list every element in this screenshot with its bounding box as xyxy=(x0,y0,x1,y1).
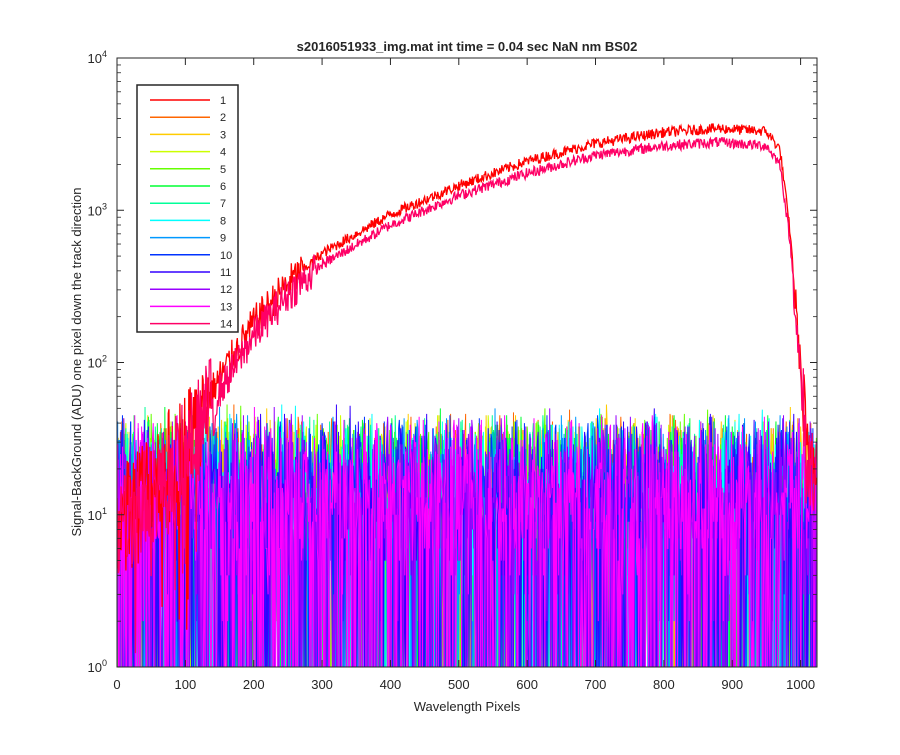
legend-label: 14 xyxy=(220,319,232,331)
y-tick-label-base: 10 xyxy=(88,203,102,218)
x-tick-label: 0 xyxy=(113,677,120,692)
y-tick-label: 104 xyxy=(88,49,107,66)
x-tick-label: 900 xyxy=(721,677,743,692)
legend-label: 8 xyxy=(220,215,226,227)
y-tick-label: 101 xyxy=(88,506,107,523)
y-tick-label: 102 xyxy=(88,354,107,371)
legend-label: 9 xyxy=(220,233,226,245)
legend-label: 2 xyxy=(220,112,226,124)
legend-label: 5 xyxy=(220,164,226,176)
x-tick-label: 100 xyxy=(175,677,197,692)
y-tick-label-base: 10 xyxy=(88,660,102,675)
legend-label: 10 xyxy=(220,250,232,262)
x-tick-label: 700 xyxy=(585,677,607,692)
legend-label: 11 xyxy=(220,267,231,279)
chart-title: s2016051933_img.mat int time = 0.04 sec … xyxy=(297,39,638,54)
y-tick-label: 100 xyxy=(88,658,107,675)
x-tick-label: 600 xyxy=(516,677,538,692)
legend-box xyxy=(136,84,239,333)
legend-label: 12 xyxy=(220,284,232,296)
series-line-1 xyxy=(117,123,817,630)
legend-label: 13 xyxy=(220,301,232,313)
legend-label: 3 xyxy=(220,129,226,141)
x-tick-label: 800 xyxy=(653,677,675,692)
axes: 0 100 200 300 400 500 600 700 800 900 100010010110… xyxy=(88,49,818,692)
y-tick-label: 103 xyxy=(88,201,107,218)
x-axis-label: Wavelength Pixels xyxy=(414,699,521,714)
x-tick-label: 1000 xyxy=(786,677,815,692)
y-tick-label-base: 10 xyxy=(88,508,102,523)
series-line-14 xyxy=(117,136,817,654)
series-line-12 xyxy=(117,407,817,667)
series-traces xyxy=(117,123,817,667)
x-tick-label: 300 xyxy=(311,677,333,692)
legend-label: 6 xyxy=(220,181,226,193)
y-tick-label-exponent: 0 xyxy=(102,658,107,668)
y-tick-label-exponent: 1 xyxy=(102,506,107,516)
series-line-13 xyxy=(117,407,817,667)
y-tick-label-exponent: 4 xyxy=(102,49,107,59)
x-tick-label: 200 xyxy=(243,677,265,692)
legend-label: 4 xyxy=(220,147,226,159)
y-tick-label-exponent: 3 xyxy=(102,201,107,211)
legend-label: 7 xyxy=(220,198,226,210)
y-tick-label-base: 10 xyxy=(88,51,102,66)
x-tick-label: 400 xyxy=(380,677,402,692)
y-axis-label: Signal-BackGround (ADU) one pixel down t… xyxy=(69,187,84,536)
legend-label: 1 xyxy=(220,95,226,107)
plot-area xyxy=(117,123,817,667)
x-tick-label: 500 xyxy=(448,677,470,692)
y-tick-label-base: 10 xyxy=(88,356,102,371)
y-tick-label-exponent: 2 xyxy=(102,354,107,364)
